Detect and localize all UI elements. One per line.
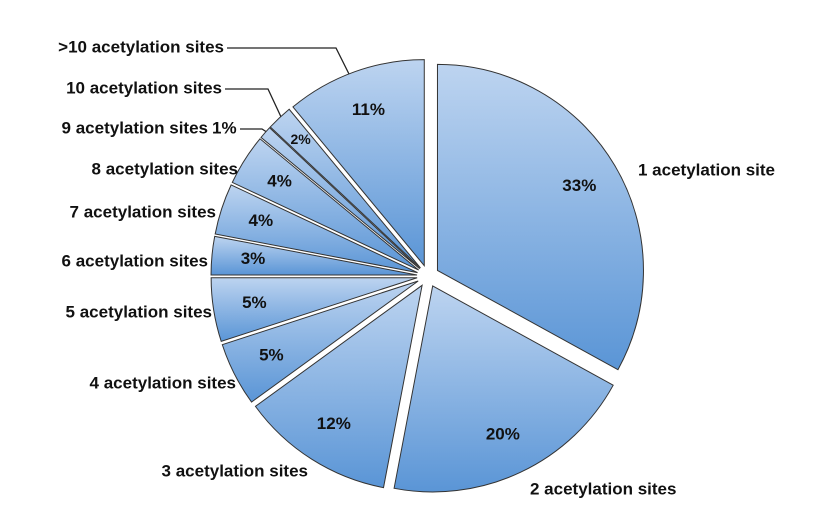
slice-label: 3 acetylation sites: [162, 461, 308, 480]
slice-label: 4 acetylation sites: [90, 373, 236, 392]
slice-label: >10 acetylation sites: [58, 37, 224, 56]
slice-label: 6 acetylation sites: [62, 251, 208, 270]
value-label: 5%: [242, 293, 267, 312]
slice-label: 8 acetylation sites: [92, 159, 238, 178]
value-label: 2%: [290, 131, 311, 147]
slice-label: 5 acetylation sites: [66, 302, 212, 321]
value-label: 1%: [212, 118, 237, 137]
pie-slice: [214, 184, 418, 274]
slice-label: 2 acetylation sites: [530, 479, 676, 498]
value-label: 12%: [317, 414, 351, 433]
pie-slice: [292, 59, 425, 268]
slice-label: 10 acetylation sites: [66, 78, 222, 97]
pie-slice: [221, 280, 419, 403]
slice-label: 7 acetylation sites: [70, 202, 216, 221]
slice-label: 1 acetylation site: [638, 160, 775, 179]
pie-slice: [269, 108, 421, 269]
pie-slice: [254, 284, 423, 489]
pie-slice: [210, 277, 418, 343]
pie-slice: [210, 235, 418, 276]
value-label: 33%: [562, 176, 596, 195]
value-label: 5%: [259, 345, 284, 364]
value-label: 3%: [241, 249, 266, 268]
pie-slice: [436, 63, 644, 371]
pie-slice: [260, 127, 421, 270]
value-label: 4%: [249, 211, 274, 230]
value-label: 4%: [267, 171, 292, 190]
slice-label: 9 acetylation sites: [62, 118, 208, 137]
pie-slice: [393, 285, 614, 493]
value-label: 20%: [486, 425, 520, 444]
pie-slice: [231, 138, 420, 271]
value-label: 11%: [352, 100, 385, 119]
